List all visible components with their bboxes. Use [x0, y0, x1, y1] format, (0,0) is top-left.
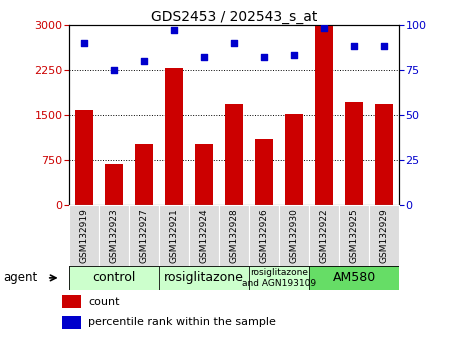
Text: GSM132929: GSM132929 — [380, 208, 389, 263]
Text: rosiglitazone: rosiglitazone — [164, 272, 244, 284]
Text: control: control — [92, 272, 135, 284]
Bar — [315, 26, 333, 205]
Bar — [129, 205, 159, 266]
Text: count: count — [88, 297, 120, 307]
Point — [201, 55, 208, 60]
Point — [291, 53, 298, 58]
Bar — [339, 205, 369, 266]
Bar — [159, 266, 249, 290]
Text: GSM132930: GSM132930 — [290, 208, 299, 263]
Text: GSM132926: GSM132926 — [260, 208, 269, 263]
Bar — [255, 139, 273, 205]
Bar — [99, 205, 129, 266]
Bar — [195, 144, 213, 205]
Bar — [69, 266, 159, 290]
Point — [140, 58, 148, 64]
Bar — [219, 205, 249, 266]
Bar — [309, 266, 399, 290]
Point — [260, 55, 268, 60]
Bar — [105, 164, 123, 205]
Bar — [75, 110, 93, 205]
Bar — [249, 266, 309, 290]
Bar — [279, 205, 309, 266]
Bar — [285, 114, 303, 205]
Text: GSM132921: GSM132921 — [169, 208, 179, 263]
Bar — [189, 205, 219, 266]
Bar — [309, 205, 339, 266]
Text: GSM132919: GSM132919 — [79, 208, 89, 263]
Point — [351, 44, 358, 49]
Text: agent: agent — [4, 272, 38, 284]
Bar — [69, 205, 99, 266]
Text: GSM132923: GSM132923 — [109, 208, 118, 263]
Point — [110, 67, 118, 73]
Point — [80, 40, 88, 46]
Text: GSM132922: GSM132922 — [320, 208, 329, 263]
Bar — [159, 205, 189, 266]
Bar — [62, 316, 81, 329]
Title: GDS2453 / 202543_s_at: GDS2453 / 202543_s_at — [151, 10, 317, 24]
Bar — [62, 295, 81, 308]
Bar — [375, 104, 393, 205]
Text: rosiglitazone
and AGN193109: rosiglitazone and AGN193109 — [242, 268, 316, 287]
Text: GSM132928: GSM132928 — [230, 208, 239, 263]
Text: AM580: AM580 — [333, 272, 376, 284]
Bar — [369, 205, 399, 266]
Bar — [135, 144, 153, 205]
Text: GSM132924: GSM132924 — [200, 208, 208, 263]
Text: percentile rank within the sample: percentile rank within the sample — [88, 317, 276, 327]
Bar — [345, 102, 363, 205]
Point — [170, 27, 178, 33]
Text: GSM132927: GSM132927 — [140, 208, 148, 263]
Point — [320, 25, 328, 31]
Point — [381, 44, 388, 49]
Bar — [249, 205, 279, 266]
Text: GSM132925: GSM132925 — [350, 208, 359, 263]
Point — [230, 40, 238, 46]
Bar — [165, 68, 183, 205]
Bar — [225, 104, 243, 205]
